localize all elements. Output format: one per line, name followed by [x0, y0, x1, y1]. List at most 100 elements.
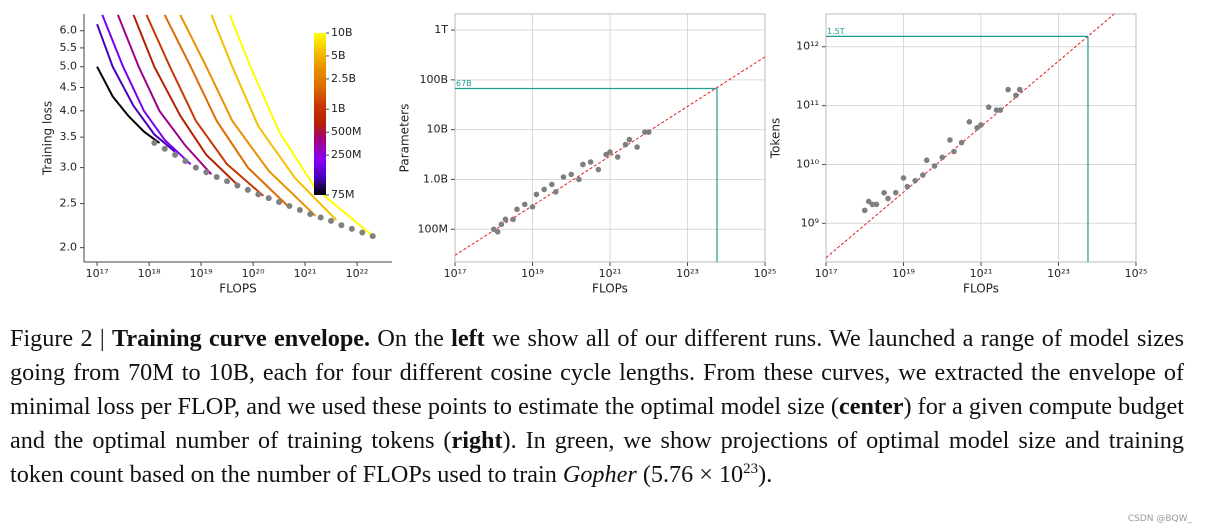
data-point: [529, 204, 536, 210]
loss-curve: [163, 14, 291, 209]
data-point: [873, 201, 880, 208]
colorbar: [314, 33, 326, 195]
x-tick-label: 10²⁰: [242, 267, 265, 280]
data-point: [900, 175, 907, 181]
caption-run: right: [451, 427, 503, 454]
data-point: [502, 216, 509, 223]
caption-run: ) for a given compute budget and the opt…: [10, 393, 1184, 454]
data-point: [904, 183, 911, 190]
plot-frame: [454, 13, 766, 263]
data-point: [494, 228, 501, 235]
y-tick-label: 5.5: [60, 41, 78, 54]
data-point: [939, 154, 946, 161]
data-point: [1013, 92, 1019, 99]
data-point: [521, 201, 528, 208]
envelope-point: [224, 178, 231, 185]
y-tick-label: 1T: [434, 23, 448, 36]
envelope-point: [338, 222, 345, 229]
colorbar-tick-label: 10B: [331, 26, 353, 39]
y-axis-label: Parameters: [398, 104, 412, 173]
envelope-point: [328, 217, 335, 224]
data-point: [576, 176, 582, 183]
data-point: [533, 191, 540, 198]
y-tick-label: 2.5: [60, 197, 78, 210]
y-tick-label: 100B: [419, 73, 448, 86]
projection-label: 1.5T: [827, 27, 845, 36]
plot-frame: [825, 13, 1137, 263]
envelope-point: [317, 214, 324, 221]
envelope-point: [307, 211, 314, 218]
caption-run: we show all of our different runs. We la…: [10, 325, 1184, 420]
y-tick-label: 1.0B: [423, 172, 448, 185]
projection-label: 67B: [456, 79, 472, 88]
data-point: [974, 124, 980, 131]
colorbar-tick-label: 250M: [331, 148, 362, 161]
data-point: [947, 137, 953, 143]
caption-run: center: [839, 393, 904, 420]
x-axis-label: FLOPs: [592, 282, 628, 296]
data-point: [568, 171, 575, 178]
data-point: [912, 177, 918, 184]
caption-run: Training curve envelope.: [112, 325, 371, 352]
x-tick-label: 10¹⁷: [444, 267, 467, 280]
loss-curve: [96, 66, 160, 144]
loss-curve: [116, 14, 213, 175]
data-point: [865, 198, 872, 205]
data-point: [931, 163, 938, 169]
x-axis-label: FLOPS: [219, 282, 256, 296]
plot-area: [826, 14, 1115, 262]
y-tick-label: 10B: [426, 123, 448, 136]
colorbar-tick-label: 500M: [331, 125, 362, 138]
data-point: [1005, 86, 1011, 93]
data-point: [607, 149, 613, 155]
data-point: [985, 104, 992, 110]
data-point: [498, 221, 505, 228]
envelope-point: [244, 186, 251, 193]
caption-run: 23: [743, 461, 759, 477]
envelope-point: [151, 139, 158, 146]
x-tick-label: 10²⁵: [1125, 267, 1148, 280]
y-tick-label: 4.5: [60, 81, 78, 94]
x-tick-label: 10¹⁷: [86, 267, 109, 280]
envelope-point: [369, 233, 376, 240]
data-point: [951, 148, 957, 155]
x-tick-label: 10²¹: [294, 267, 317, 280]
loss-curve: [210, 14, 338, 221]
y-tick-label: 10⁹: [801, 216, 819, 229]
loss-curve: [179, 14, 317, 217]
envelope-point: [348, 225, 355, 232]
y-tick-label: 10¹⁰: [796, 157, 819, 170]
loss-curve: [145, 14, 265, 197]
data-point: [614, 154, 621, 160]
envelope-point: [286, 202, 293, 209]
x-axis-label: FLOPs: [963, 282, 999, 296]
data-point: [549, 181, 555, 188]
data-point: [510, 216, 516, 223]
caption: Figure 2 | Training curve envelope. On t…: [10, 322, 1184, 492]
x-tick-label: 10¹⁹: [190, 267, 213, 280]
envelope-point: [192, 164, 199, 171]
data-point: [541, 186, 547, 193]
watermark: CSDN @BQW_: [1127, 514, 1192, 524]
envelope-point: [161, 145, 168, 152]
caption-run: Gopher: [562, 461, 637, 488]
loss-curve: [96, 23, 176, 153]
data-point: [552, 189, 559, 195]
envelope-point: [359, 229, 366, 236]
loss-curve: [228, 14, 376, 239]
y-tick-label: 100M: [418, 222, 449, 235]
envelope-point: [296, 207, 303, 214]
y-axis-label: Tokens: [769, 118, 783, 159]
y-tick-label: 3.0: [60, 161, 78, 174]
caption-run: ). In green, we show projections of opti…: [10, 427, 1184, 488]
x-tick-label: 10²¹: [970, 267, 993, 280]
x-tick-label: 10²³: [676, 267, 699, 280]
envelope-point: [172, 151, 179, 158]
data-point: [923, 157, 930, 164]
data-point: [1016, 86, 1023, 93]
loss-curve: [101, 14, 192, 166]
x-tick-label: 10¹⁷: [815, 267, 838, 280]
x-tick-label: 10¹⁹: [892, 267, 915, 280]
data-point: [634, 144, 640, 150]
